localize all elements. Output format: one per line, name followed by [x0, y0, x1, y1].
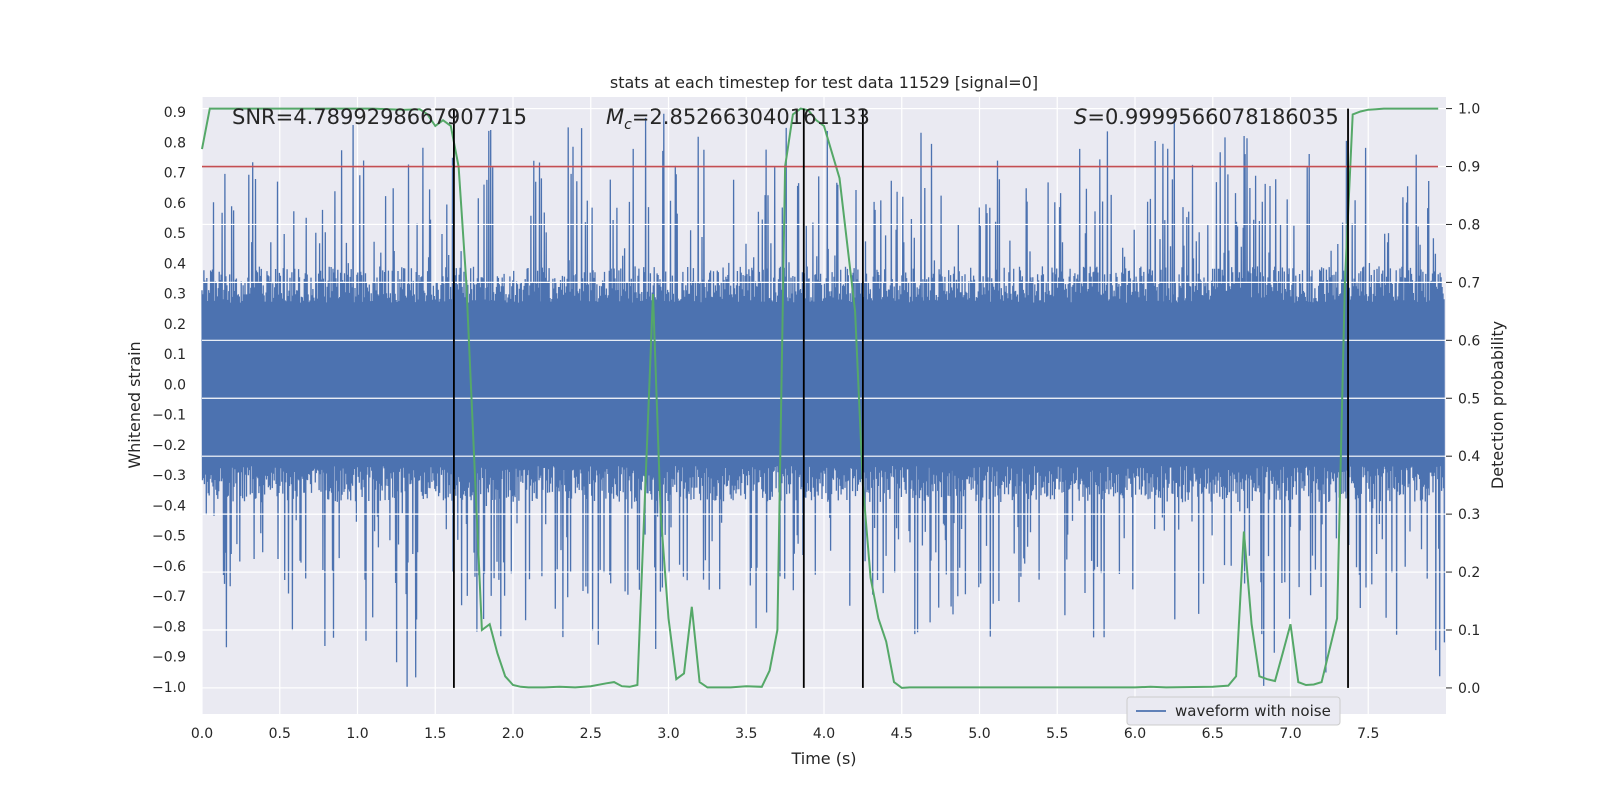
- x-tick-label: 1.0: [346, 726, 368, 742]
- x-tick-label: 6.0: [1124, 726, 1146, 742]
- y-axis-left-label: Whitened strain: [125, 341, 144, 468]
- y-right-tick-label: 0.4: [1458, 449, 1480, 465]
- y-left-tick-label: −0.7: [152, 589, 186, 605]
- y-left-tick-label: −0.3: [152, 468, 186, 484]
- y-axis-right-label: Detection probability: [1488, 321, 1507, 489]
- y-left-tick-label: 0.0: [164, 377, 186, 393]
- y-left-tick-label: 0.1: [164, 347, 186, 363]
- x-tick-label: 0.0: [191, 726, 213, 742]
- y-axis-left-ticks: 0.9 0.8 0.7 0.6 0.5 0.4 0.3 0.2 0.1 0.0 −0.1 −0.2 −0…: [152, 105, 186, 696]
- y-right-tick-label: 1.0: [1458, 102, 1480, 118]
- y-left-tick-label: −0.9: [152, 650, 186, 666]
- y-right-tick-label: 0.1: [1458, 623, 1480, 639]
- y-right-tick-label: 0.5: [1458, 391, 1480, 407]
- score-annotation: S=0.9999566078186035: [1074, 105, 1339, 129]
- x-tick-label: 1.5: [424, 726, 446, 742]
- y-left-tick-label: 0.5: [164, 226, 186, 242]
- x-tick-label: 0.5: [269, 726, 291, 742]
- y-left-tick-label: 0.9: [164, 105, 186, 121]
- x-tick-label: 5.5: [1046, 726, 1068, 742]
- y-left-tick-label: 0.2: [164, 317, 186, 333]
- y-right-tick-label: 0.0: [1458, 681, 1480, 697]
- snr-annotation: SNR=4.7899298667907715: [232, 105, 527, 129]
- y-left-tick-label: 0.8: [164, 135, 186, 151]
- probability-series-layer: [201, 107, 1439, 689]
- chirp-mass-annotation: Mc=2.852663040161133: [606, 105, 870, 133]
- legend-box: [1126, 696, 1341, 726]
- y-left-tick-label: −0.4: [152, 498, 186, 514]
- chirp-mass-symbol: M: [606, 105, 624, 129]
- y-left-tick-label: −0.8: [152, 619, 186, 635]
- y-right-tick-label: 0.6: [1458, 333, 1480, 349]
- y-left-tick-label: −1.0: [152, 680, 186, 696]
- y-right-tick-label: 0.2: [1458, 565, 1480, 581]
- y-right-tick-label: 0.3: [1458, 507, 1480, 523]
- legend: waveform with noise: [1126, 696, 1341, 726]
- x-tick-label: 7.0: [1279, 726, 1301, 742]
- y-left-tick-label: 0.6: [164, 196, 186, 212]
- chirp-mass-value: =2.852663040161133: [632, 105, 870, 129]
- x-tick-label: 2.5: [580, 726, 602, 742]
- x-axis-ticks: 0.0 0.5 1.0 1.5 2.0 2.5 3.0 3.5 4.0 4.5 5.0 5.5 6.0 6…: [191, 726, 1380, 742]
- x-tick-label: 4.5: [891, 726, 913, 742]
- probability-line: [201, 107, 1439, 689]
- y-left-tick-label: 0.4: [164, 256, 186, 272]
- y-left-tick-label: −0.5: [152, 529, 186, 545]
- strain-line: [201, 113, 1446, 687]
- score-symbol: S: [1074, 105, 1087, 129]
- x-tick-label: 3.0: [657, 726, 679, 742]
- y-right-tick-label: 0.9: [1458, 160, 1480, 176]
- legend-label-waveform: waveform with noise: [1175, 702, 1331, 720]
- y-axis-right-ticks: 1.0 0.9 0.8 0.7 0.6 0.5 0.4 0.3 0.2 0.1 0.0: [1446, 102, 1480, 697]
- x-axis-label: Time (s): [790, 749, 856, 768]
- x-tick-label: 7.5: [1357, 726, 1379, 742]
- x-tick-label: 6.5: [1202, 726, 1224, 742]
- y-right-tick-label: 0.7: [1458, 275, 1480, 291]
- strain-series-layer: [201, 107, 1446, 689]
- score-value: =0.9999566078186035: [1087, 105, 1338, 129]
- vertical-lines-layer: [453, 108, 1349, 688]
- y-left-tick-label: −0.2: [152, 438, 186, 454]
- x-tick-label: 4.0: [813, 726, 835, 742]
- x-tick-label: 5.0: [968, 726, 990, 742]
- chart-title: stats at each timestep for test data 115…: [610, 73, 1038, 92]
- y-left-tick-label: 0.3: [164, 287, 186, 303]
- chirp-mass-subscript: c: [624, 117, 632, 133]
- y-left-tick-label: −0.1: [152, 408, 186, 424]
- x-tick-label: 2.0: [502, 726, 524, 742]
- y-right-tick-label: 0.8: [1458, 217, 1480, 233]
- x-tick-label: 3.5: [735, 726, 757, 742]
- y-left-tick-label: 0.7: [164, 166, 186, 182]
- y-left-tick-label: −0.6: [152, 559, 186, 575]
